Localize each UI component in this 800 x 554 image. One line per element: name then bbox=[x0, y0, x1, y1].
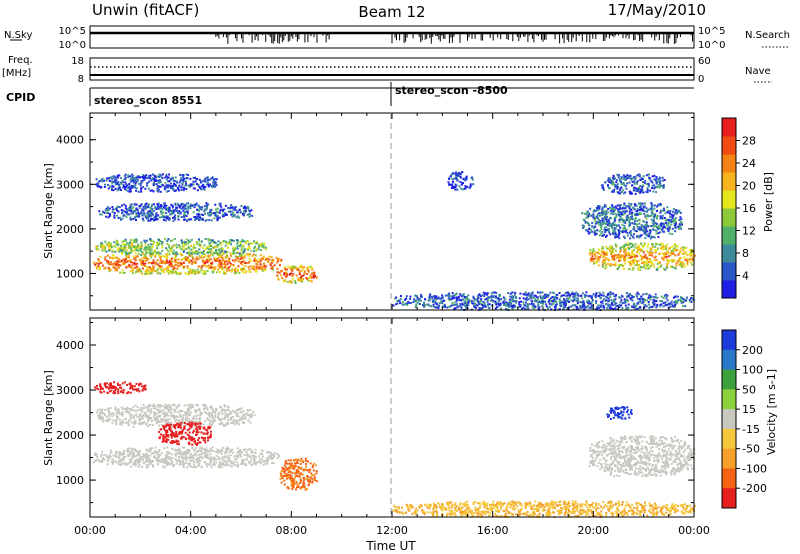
xtick-label-1: 04:00 bbox=[175, 524, 207, 537]
xtick-label-2: 08:00 bbox=[275, 524, 307, 537]
data-region-4 bbox=[279, 457, 318, 491]
colorbar-tick-4: -15 bbox=[742, 423, 760, 436]
nsearch-label: N.Search bbox=[745, 30, 790, 41]
noise-tick-right-top: 10^5 bbox=[698, 26, 725, 37]
colorbar-tick-2: 50 bbox=[742, 383, 756, 396]
ytick-label-3: 4000 bbox=[56, 134, 84, 147]
freq-panel: Freq. [MHz] 18 8 60 0 Nave bbox=[2, 55, 772, 85]
noise-tick-left-top: 10^5 bbox=[59, 26, 86, 37]
xtick-label-6: 00:00 bbox=[678, 524, 710, 537]
colorbar-tick-5: 24 bbox=[742, 157, 756, 170]
colorbar-tick-1: 8 bbox=[742, 247, 749, 260]
data-region-5 bbox=[392, 291, 695, 311]
ytick-label-1: 2000 bbox=[56, 429, 84, 442]
noise-panel: N.Sky 10^5 10^0 10^5 10^0 N.Search bbox=[4, 25, 790, 51]
data-region-1 bbox=[96, 403, 256, 428]
ytick-label-2: 3000 bbox=[56, 178, 84, 191]
data-region-0 bbox=[92, 446, 281, 469]
ytick-label-0: 1000 bbox=[56, 474, 84, 487]
velocity-y-axis: 1000 2000 3000 4000 bbox=[56, 322, 694, 504]
xtick-label-0: 00:00 bbox=[74, 524, 106, 537]
xtick-label-5: 20:00 bbox=[577, 524, 609, 537]
velocity-colorbar-label: Velocity [m s-1] bbox=[765, 369, 778, 455]
xtick-label-4: 16:00 bbox=[477, 524, 509, 537]
power-plot-area bbox=[92, 171, 696, 311]
power-colorbar-label: Power [dB] bbox=[762, 172, 775, 232]
power-ylabel: Slant Range [km] bbox=[42, 163, 55, 259]
freq-tick-top: 18 bbox=[71, 56, 84, 67]
colorbar-tick-4: 20 bbox=[742, 180, 756, 193]
cpid-entry-2: stereo_scon -8500 bbox=[395, 84, 508, 97]
freq-tick-bottom: 8 bbox=[78, 74, 84, 85]
data-region-6 bbox=[588, 242, 696, 271]
colorbar-tick-2: 12 bbox=[742, 225, 756, 238]
ytick-label-3: 4000 bbox=[56, 339, 84, 352]
data-region-0 bbox=[92, 251, 283, 276]
data-region-3 bbox=[158, 421, 212, 446]
data-region-7 bbox=[606, 406, 633, 420]
data-region-6 bbox=[588, 435, 696, 478]
nave-tick-bottom: 0 bbox=[698, 74, 704, 85]
ytick-label-1: 2000 bbox=[56, 223, 84, 236]
colorbar-tick-3: 15 bbox=[742, 403, 756, 416]
data-region-8 bbox=[447, 171, 475, 191]
data-region-7 bbox=[581, 202, 684, 240]
freq-label: Freq. bbox=[8, 55, 33, 66]
velocity-plot-area bbox=[92, 381, 696, 518]
colorbar-tick-6: 28 bbox=[742, 135, 756, 148]
colorbar-tick-6: -100 bbox=[742, 462, 767, 475]
station-title: Unwin (fitACF) bbox=[92, 1, 199, 19]
time-x-axis: 00:00 04:00 08:00 12:00 16:00 20:00 00:00 bbox=[74, 318, 710, 537]
xlabel: Time UT bbox=[365, 539, 416, 553]
data-region-3 bbox=[95, 173, 218, 193]
noise-tick-right-bottom: 10^0 bbox=[698, 40, 725, 51]
nave-tick-top: 60 bbox=[698, 56, 711, 67]
power-y-axis: 1000 2000 3000 4000 bbox=[56, 116, 694, 297]
data-region-2 bbox=[94, 381, 147, 395]
colorbar-tick-1: 100 bbox=[742, 364, 763, 377]
nsky-label: N.Sky bbox=[4, 30, 32, 41]
colorbar-tick-7: -200 bbox=[742, 482, 767, 495]
freq-unit-label: [MHz] bbox=[2, 68, 31, 79]
colorbar-tick-0: 200 bbox=[742, 344, 763, 357]
velocity-ylabel: Slant Range [km] bbox=[42, 370, 55, 466]
colorbar-tick-5: -50 bbox=[742, 443, 760, 456]
date-title: 17/May/2010 bbox=[608, 1, 706, 19]
xtick-label-3: 12:00 bbox=[376, 524, 408, 537]
cpid-entry-1: stereo_scon 8551 bbox=[94, 94, 202, 107]
ytick-label-0: 1000 bbox=[56, 267, 84, 280]
cpid-panel: CPID stereo_scon 8551 stereo_scon -8500 bbox=[6, 82, 694, 107]
data-region-1 bbox=[95, 237, 267, 256]
nave-label: Nave bbox=[745, 66, 771, 77]
power-panel: 1000 2000 3000 4000 Slant Range [km] 4 8 12 16… bbox=[42, 112, 775, 311]
velocity-panel: 1000 2000 3000 4000 00:00 04:00 08:00 12:00 16:… bbox=[42, 317, 778, 553]
noise-tick-left-bottom: 10^0 bbox=[59, 40, 86, 51]
velocity-colorbar: 200 100 50 15 -15 -50 -100 -200 bbox=[721, 329, 767, 509]
ytick-label-2: 3000 bbox=[56, 384, 84, 397]
cpid-label: CPID bbox=[6, 91, 35, 104]
colorbar-tick-0: 4 bbox=[742, 270, 749, 283]
data-region-2 bbox=[98, 202, 254, 222]
beam-title: Beam 12 bbox=[358, 3, 425, 21]
power-colorbar: 4 8 12 16 20 24 28 bbox=[721, 117, 756, 299]
noise-spikes bbox=[215, 33, 695, 44]
data-region-9 bbox=[600, 173, 666, 195]
data-region-5 bbox=[392, 500, 696, 518]
data-region-4 bbox=[276, 264, 318, 284]
colorbar-tick-3: 16 bbox=[742, 202, 756, 215]
